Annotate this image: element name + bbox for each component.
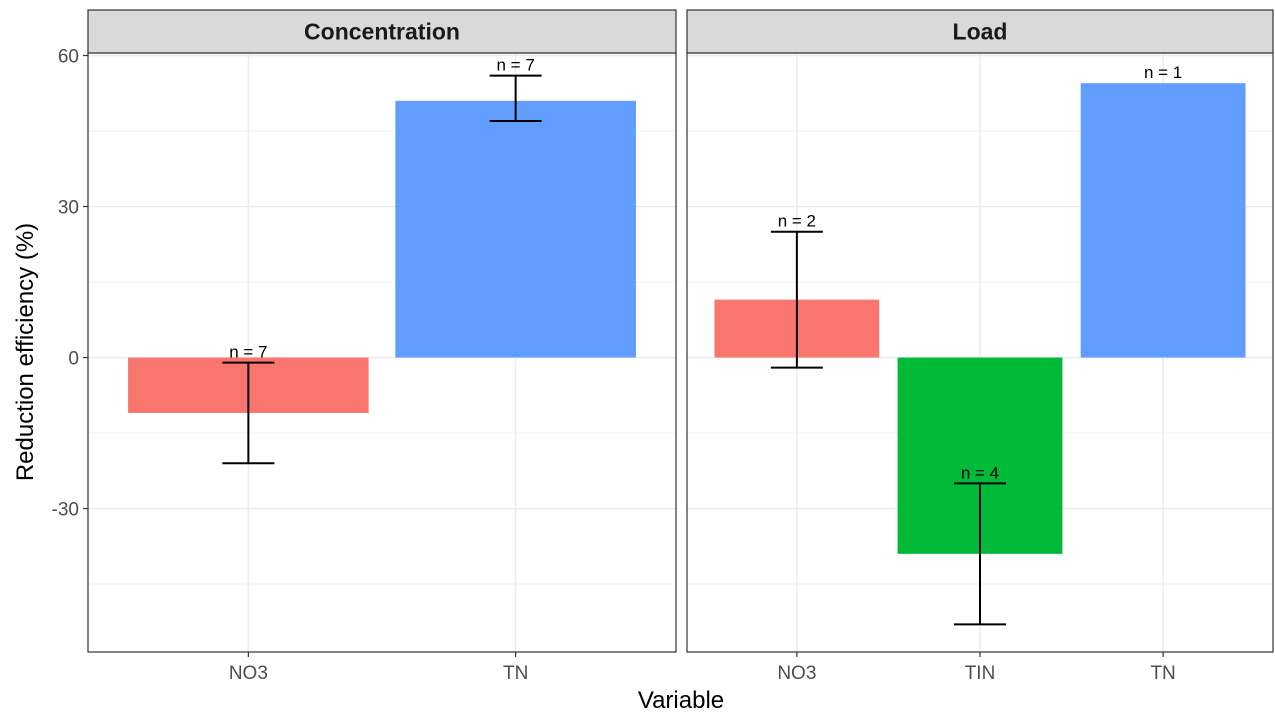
y-axis: -30 0 30 60 <box>52 47 88 521</box>
panel-load: n = 2 n = 4 n = 1 Load NO3 TIN TN <box>686 9 1274 684</box>
x-axis-title: Variable <box>638 687 724 714</box>
y-tick-label: 60 <box>58 47 79 68</box>
n-label: n = 2 <box>778 212 816 231</box>
error-bar <box>489 74 542 122</box>
panel-concentration: n = 7 n = 7 Concentration NO3 TN <box>87 9 677 684</box>
strip-background <box>87 9 677 54</box>
x-tick-label: NO3 <box>229 663 268 684</box>
strip-label: Concentration <box>304 19 460 45</box>
n-label: n = 7 <box>229 343 267 362</box>
error-bar <box>954 482 1006 626</box>
x-tick-label: TN <box>503 663 528 684</box>
n-label: n = 4 <box>961 463 999 482</box>
x-tick-label: TN <box>1150 663 1175 684</box>
strip-label: Load <box>953 19 1008 45</box>
bar-tn <box>395 100 636 358</box>
error-bar <box>770 230 823 369</box>
n-label: n = 7 <box>496 56 534 75</box>
n-label: n = 1 <box>1144 63 1182 82</box>
x-tick-label: TIN <box>965 663 996 684</box>
y-tick-label: 0 <box>68 349 79 370</box>
y-axis-title: Reduction efficiency (%) <box>12 223 39 481</box>
y-tick-label: 30 <box>58 198 79 219</box>
error-bar <box>222 361 275 465</box>
y-tick-label: -30 <box>52 500 79 521</box>
strip-background <box>686 9 1274 54</box>
bar-tn <box>1080 83 1246 358</box>
x-tick-label: NO3 <box>777 663 816 684</box>
